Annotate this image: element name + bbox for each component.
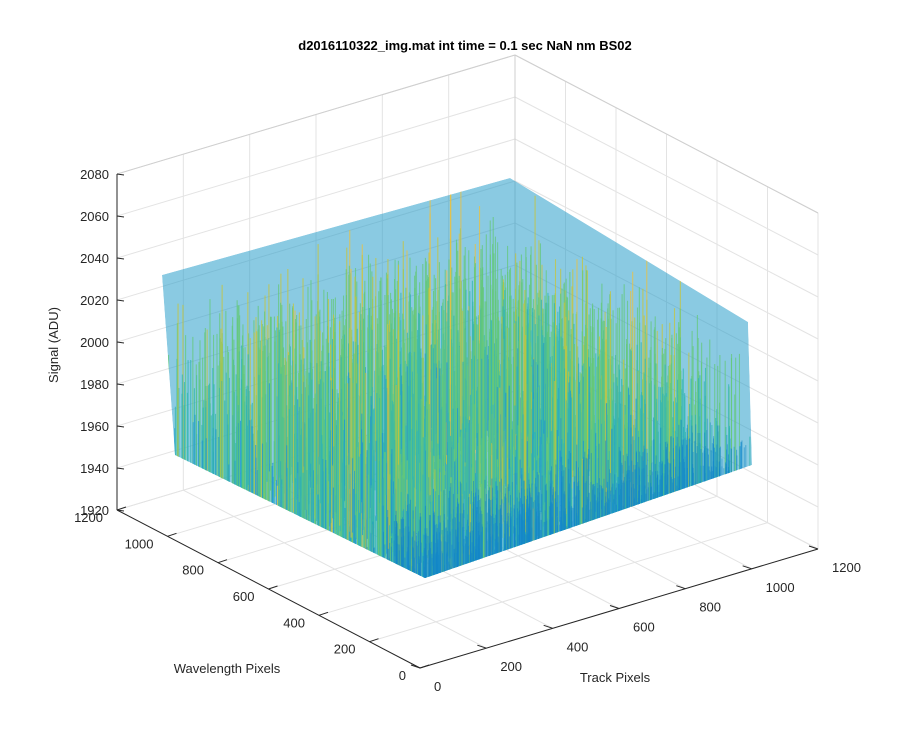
x-tick: [543, 624, 553, 629]
y-tick: [419, 664, 430, 669]
y-tick: [369, 638, 379, 643]
z-tick-label: 2060: [80, 209, 109, 224]
z-tick-label: 1960: [80, 419, 109, 434]
y-axis-label: Wavelength Pixels: [174, 661, 281, 676]
y-axis-ticks: 0 200 400 600 800 1000 1200: [74, 506, 430, 683]
y-tick-label: 1000: [125, 536, 154, 551]
box-edge: [116, 54, 516, 175]
z-tick-label: 1920: [80, 503, 109, 518]
x-tick: [808, 545, 819, 550]
grid-line: [318, 495, 718, 616]
z-tick: [116, 383, 125, 386]
z-tick: [116, 341, 125, 344]
y-tick-label: 200: [334, 642, 356, 657]
y-tick: [167, 532, 177, 537]
x-axis-label: Track Pixels: [580, 670, 651, 685]
x-tick: [742, 565, 752, 570]
grid-line: [369, 522, 768, 643]
z-tick: [116, 299, 125, 302]
grid-line: [514, 96, 819, 256]
y-tick: [116, 506, 127, 511]
x-tick-label: 1000: [766, 580, 795, 595]
x-tick-label: 600: [633, 620, 655, 635]
y-tick: [217, 559, 228, 564]
z-tick-label: 2000: [80, 335, 109, 350]
grid-line: [116, 138, 516, 259]
z-tick: [116, 425, 125, 428]
x-tick-label: 1200: [832, 560, 861, 575]
z-tick: [116, 467, 125, 470]
y-tick-label: 800: [182, 563, 204, 578]
x-axis-ticks: 0 200 400 600 800 1000 1200: [410, 545, 861, 694]
z-tick-label: 2040: [80, 251, 109, 266]
y-tick-label: 1200: [74, 510, 103, 525]
z-axis-ticks: 1920 1940 1960 1980 2000 2020 2040 2060 2080: [80, 167, 125, 518]
box-edge: [514, 54, 819, 214]
grid-line: [514, 180, 819, 340]
z-tick-label: 1940: [80, 461, 109, 476]
x-tick-label: 800: [699, 600, 721, 615]
y-tick-label: 600: [233, 589, 255, 604]
chart-title: d2016110322_img.mat int time = 0.1 sec N…: [298, 38, 631, 53]
y-tick: [318, 611, 329, 616]
grid-line: [514, 138, 819, 298]
x-tick: [676, 585, 686, 590]
y-tick-label: 400: [283, 615, 305, 630]
z-tick-label: 2080: [80, 167, 109, 182]
z-tick: [116, 257, 125, 260]
x-tick: [609, 605, 620, 609]
z-tick: [116, 215, 125, 218]
y-tick: [268, 585, 278, 590]
z-axis-label: Signal (ADU): [46, 307, 61, 383]
z-tick: [116, 173, 125, 176]
z-tick-label: 2020: [80, 293, 109, 308]
y-tick-label: 0: [399, 668, 406, 683]
x-tick-label: 400: [567, 639, 589, 654]
x-tick: [477, 644, 487, 649]
x-tick-label: 0: [434, 679, 441, 694]
x-tick-label: 200: [500, 659, 522, 674]
grid-line: [116, 96, 516, 217]
z-tick-label: 1980: [80, 377, 109, 392]
x-tick: [410, 664, 421, 669]
z-tick: [116, 509, 125, 512]
